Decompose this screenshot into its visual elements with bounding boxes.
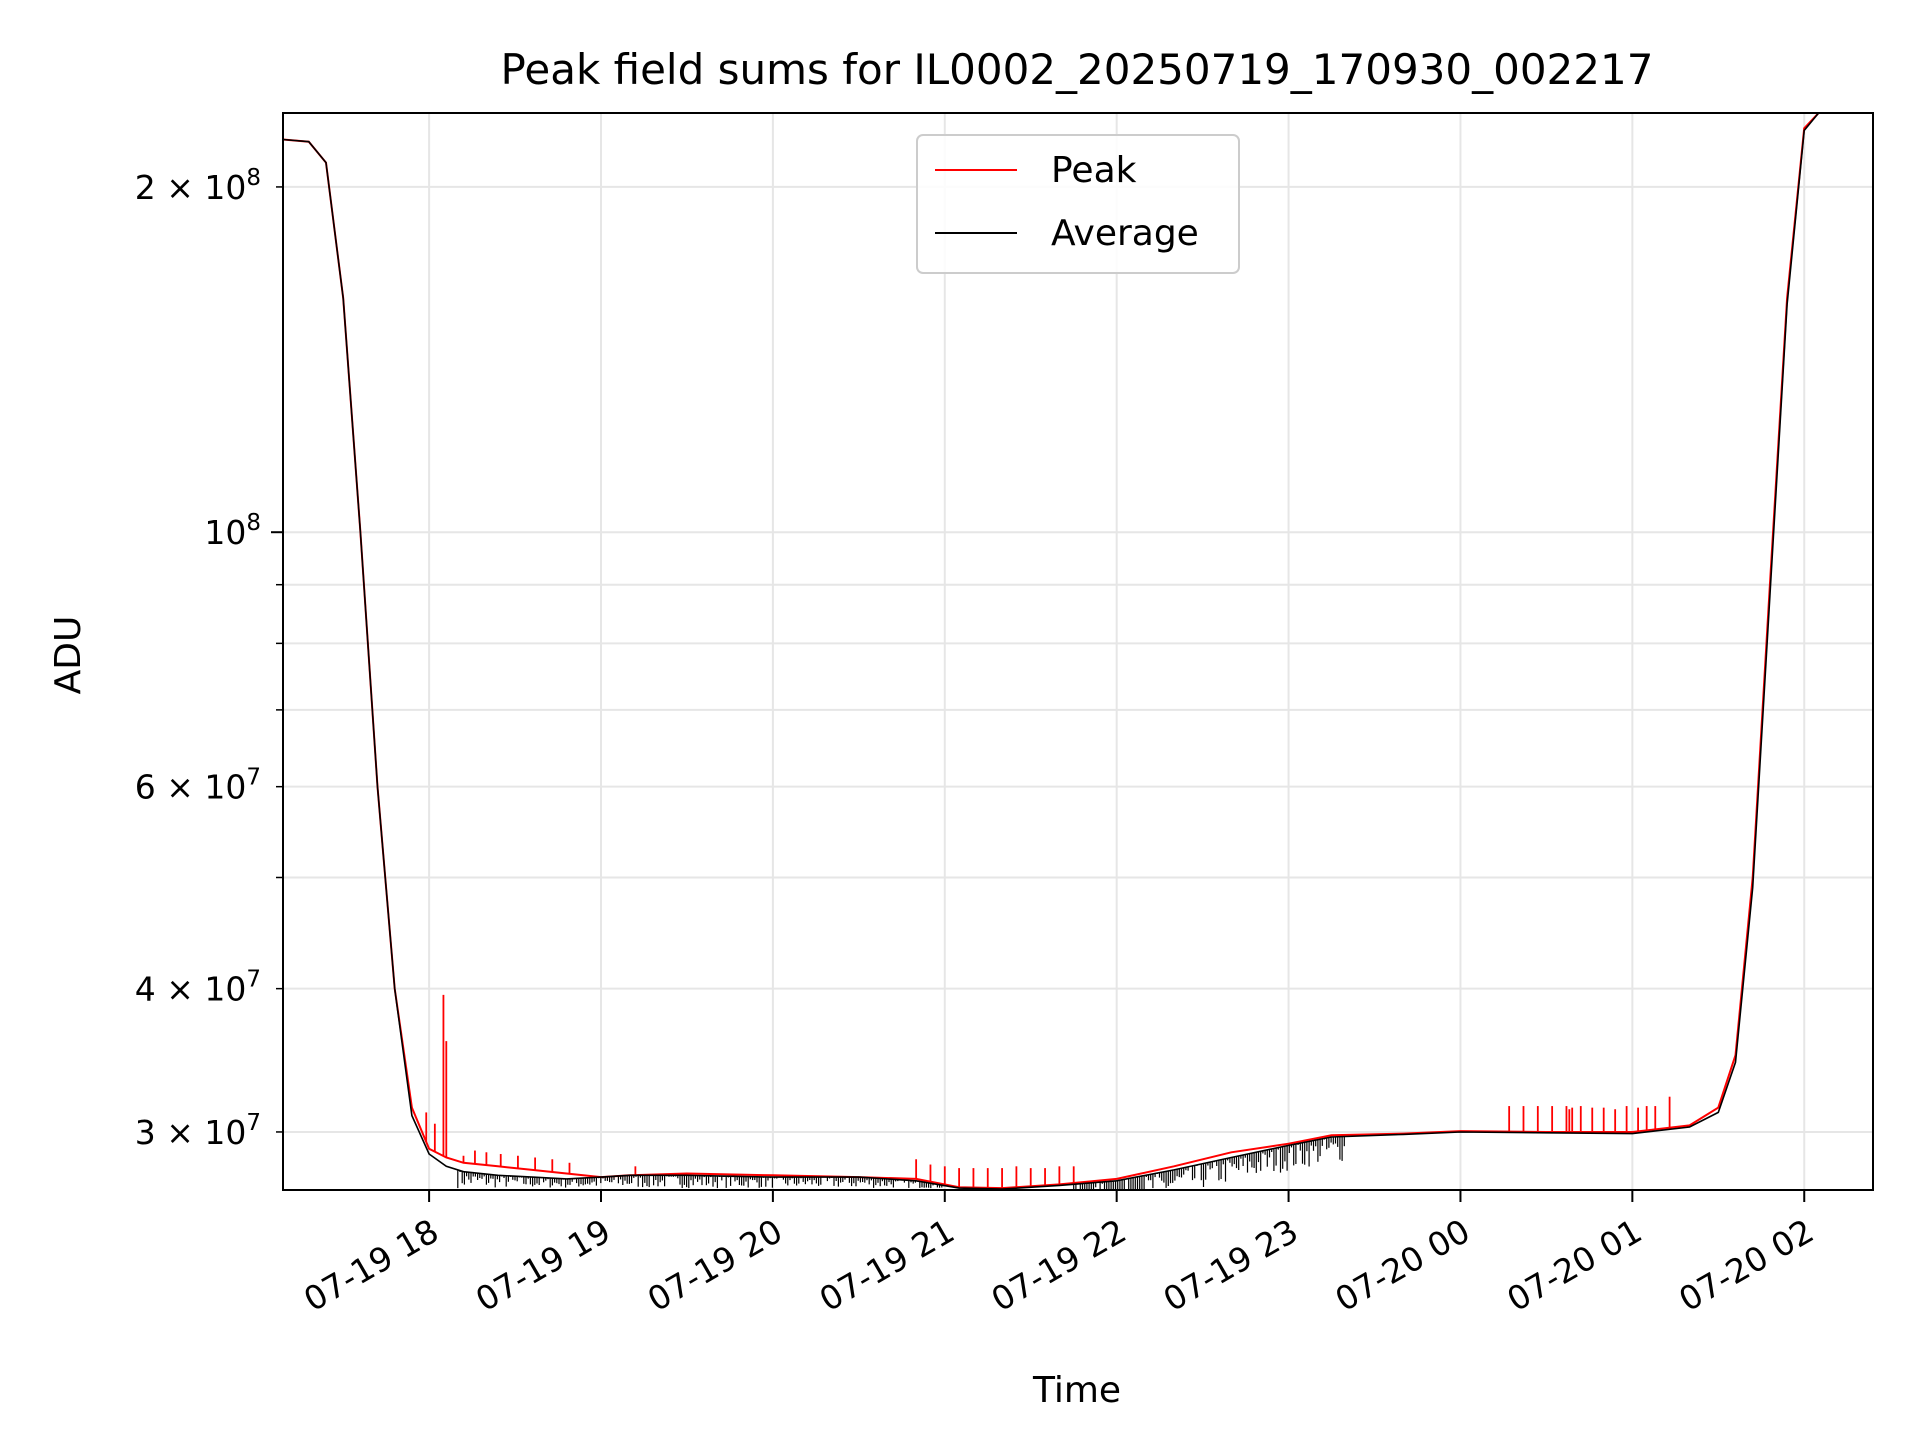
legend-label-peak: Peak — [1051, 150, 1137, 191]
chart-title: Peak field sums for IL0002_20250719_1709… — [501, 45, 1654, 94]
legend: Peak Average — [916, 134, 1240, 274]
y-axis: 3 × 107 4 × 107 6 × 107 108 2 × 108 — [135, 165, 283, 1152]
y-tick-label: 6 × 107 — [135, 765, 261, 807]
y-tick-label: 3 × 107 — [135, 1110, 261, 1152]
y-tick-label: 108 — [204, 510, 261, 552]
y-axis-label: ADU — [48, 616, 89, 695]
average-series-line — [283, 113, 1820, 1190]
y-tick-label: 4 × 107 — [135, 967, 261, 1009]
x-axis-label: Time — [1032, 1370, 1121, 1411]
y-tick-label: 2 × 108 — [135, 165, 261, 207]
plot-frame — [282, 112, 1874, 1191]
legend-label-average: Average — [1051, 213, 1199, 254]
series-layer — [283, 113, 1820, 1190]
